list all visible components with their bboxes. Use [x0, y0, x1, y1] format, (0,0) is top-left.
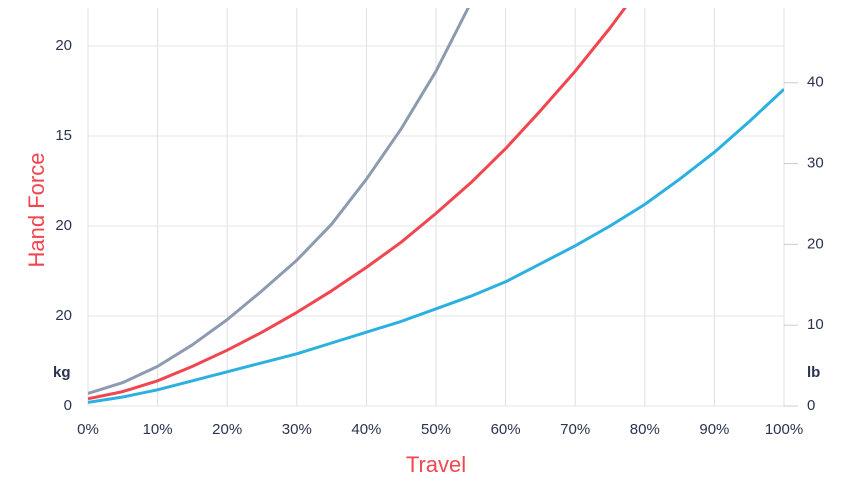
line-series — [88, 88, 784, 404]
x-tick-label: 100% — [765, 421, 803, 438]
y2-tick-label: 0 — [807, 397, 815, 414]
plot-area — [88, 8, 784, 404]
x-tick-label: 30% — [282, 421, 312, 438]
y-tick-label: 20 — [55, 307, 72, 324]
x-tick-label: 20% — [212, 421, 242, 438]
y2-unit: lb — [807, 364, 820, 381]
y-axis-title: Hand Force — [24, 153, 49, 268]
y2-tick-label: 10 — [807, 316, 824, 333]
x-axis-title: Travel — [406, 452, 466, 477]
x-tick-label: 90% — [699, 421, 729, 438]
x-tick-label: 10% — [143, 421, 173, 438]
y-unit: kg — [53, 364, 71, 381]
y2-tick-label: 20 — [807, 235, 824, 252]
y-tick-label: 15 — [55, 127, 72, 144]
x-tick-label: 0% — [77, 421, 99, 438]
x-tick-label: 80% — [630, 421, 660, 438]
y-tick-label: 20 — [55, 217, 72, 234]
line-series — [88, 8, 627, 401]
x-tick-label: 40% — [351, 421, 381, 438]
x-tick-label: 70% — [560, 421, 590, 438]
x-tick-label: 60% — [491, 421, 521, 438]
y2-tick-label: 40 — [807, 74, 824, 91]
line-series — [88, 8, 470, 395]
y2-tick-label: 30 — [807, 155, 824, 172]
x-tick-label: 50% — [421, 421, 451, 438]
y-tick-label: 20 — [55, 37, 72, 54]
y-tick-label: 0 — [64, 397, 72, 414]
